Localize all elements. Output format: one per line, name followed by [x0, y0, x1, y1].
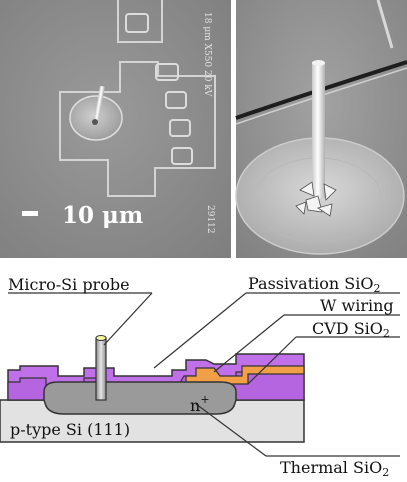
sem-image-left: 18 μm X550 20 kV 29112 10 μm: [0, 0, 231, 258]
label-n-text: n: [190, 396, 200, 415]
sem-trace-outline: [59, 0, 216, 197]
label-micro-si-probe: Micro-Si probe: [8, 275, 130, 294]
sem-imprint-code: 29112: [205, 205, 215, 234]
sem-tall-needle: [312, 62, 325, 198]
leader-lines: [8, 292, 400, 457]
label-w-wiring: W wiring: [320, 296, 394, 315]
label-n-plus: n+: [190, 393, 210, 415]
sem-base-debris: [295, 181, 337, 217]
label-thermal-sio2: Thermal SiO2: [280, 458, 389, 479]
scale-label: 10 μm: [62, 202, 143, 229]
cross-section: Micro-Si probe Passivation SiO2 W wiring…: [0, 274, 400, 479]
micro-si-probe: [95, 337, 107, 401]
label-thermal-subscript: 2: [382, 466, 389, 479]
scale-bar: [22, 211, 38, 216]
label-passivation-sio2: Passivation SiO2: [248, 274, 380, 295]
sem-imprint-text: 18 μm X550 20 kV: [202, 12, 212, 97]
label-cvd-sio2: CVD SiO2: [312, 319, 390, 340]
n-plus-region: [43, 381, 237, 415]
sem-image-right: [235, 0, 407, 258]
label-substrate: p-type Si (111): [10, 420, 130, 439]
label-passivation-text: Passivation SiO: [248, 274, 373, 293]
sem-ridge: [235, 60, 407, 120]
label-cvd-text: CVD SiO: [312, 319, 383, 338]
sem-needle: [94, 85, 105, 121]
sem-bond-pads: [125, 13, 193, 165]
label-n-superscript: +: [200, 393, 209, 406]
label-passivation-subscript: 2: [373, 282, 380, 295]
label-cvd-subscript: 2: [383, 327, 390, 340]
label-thermal-text: Thermal SiO: [280, 458, 382, 477]
